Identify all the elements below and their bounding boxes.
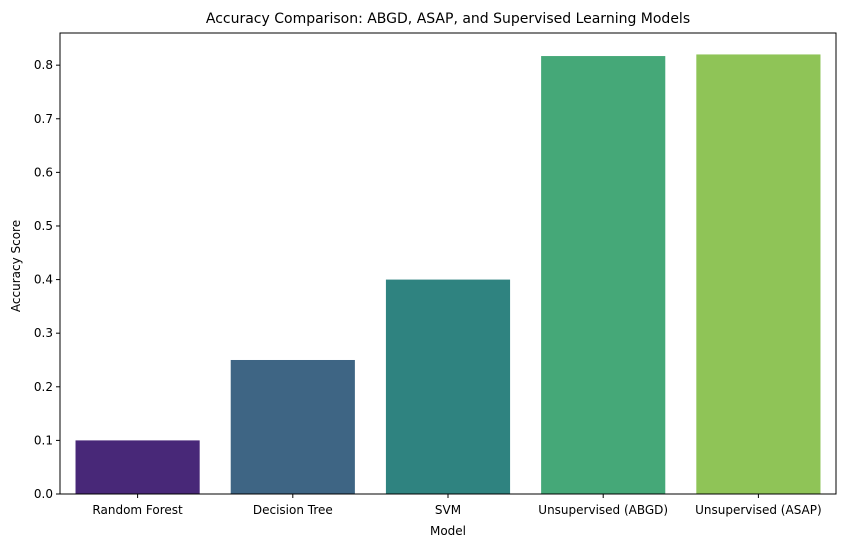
bar (541, 56, 666, 495)
y-tick-label: 0.4 (34, 273, 53, 287)
bar (230, 359, 355, 494)
bar (75, 440, 200, 494)
x-tick-label: SVM (435, 503, 461, 517)
y-tick-label: 0.6 (34, 165, 53, 179)
x-axis-label: Model (430, 524, 466, 538)
y-tick-label: 0.3 (34, 326, 53, 340)
chart-title: Accuracy Comparison: ABGD, ASAP, and Sup… (206, 11, 690, 27)
x-tick-label: Decision Tree (253, 503, 333, 517)
y-tick-label: 0.8 (34, 58, 53, 72)
y-tick-label: 0.5 (34, 219, 53, 233)
y-tick-label: 0.0 (34, 487, 53, 501)
bar (385, 279, 511, 494)
y-axis-label: Accuracy Score (9, 220, 23, 312)
x-tick-label: Unsupervised (ASAP) (695, 503, 822, 517)
x-tick-label: Unsupervised (ABGD) (538, 503, 668, 517)
y-tick-label: 0.7 (34, 112, 53, 126)
plot-area: 0.0 0.1 0.2 0.3 0.4 0.5 0.6 0.7 0.8 Random Forest… (34, 32, 837, 517)
bar (696, 54, 821, 494)
y-tick-label: 0.2 (34, 380, 53, 394)
y-tick-label: 0.1 (34, 433, 53, 447)
x-tick-label: Random Forest (92, 503, 183, 517)
